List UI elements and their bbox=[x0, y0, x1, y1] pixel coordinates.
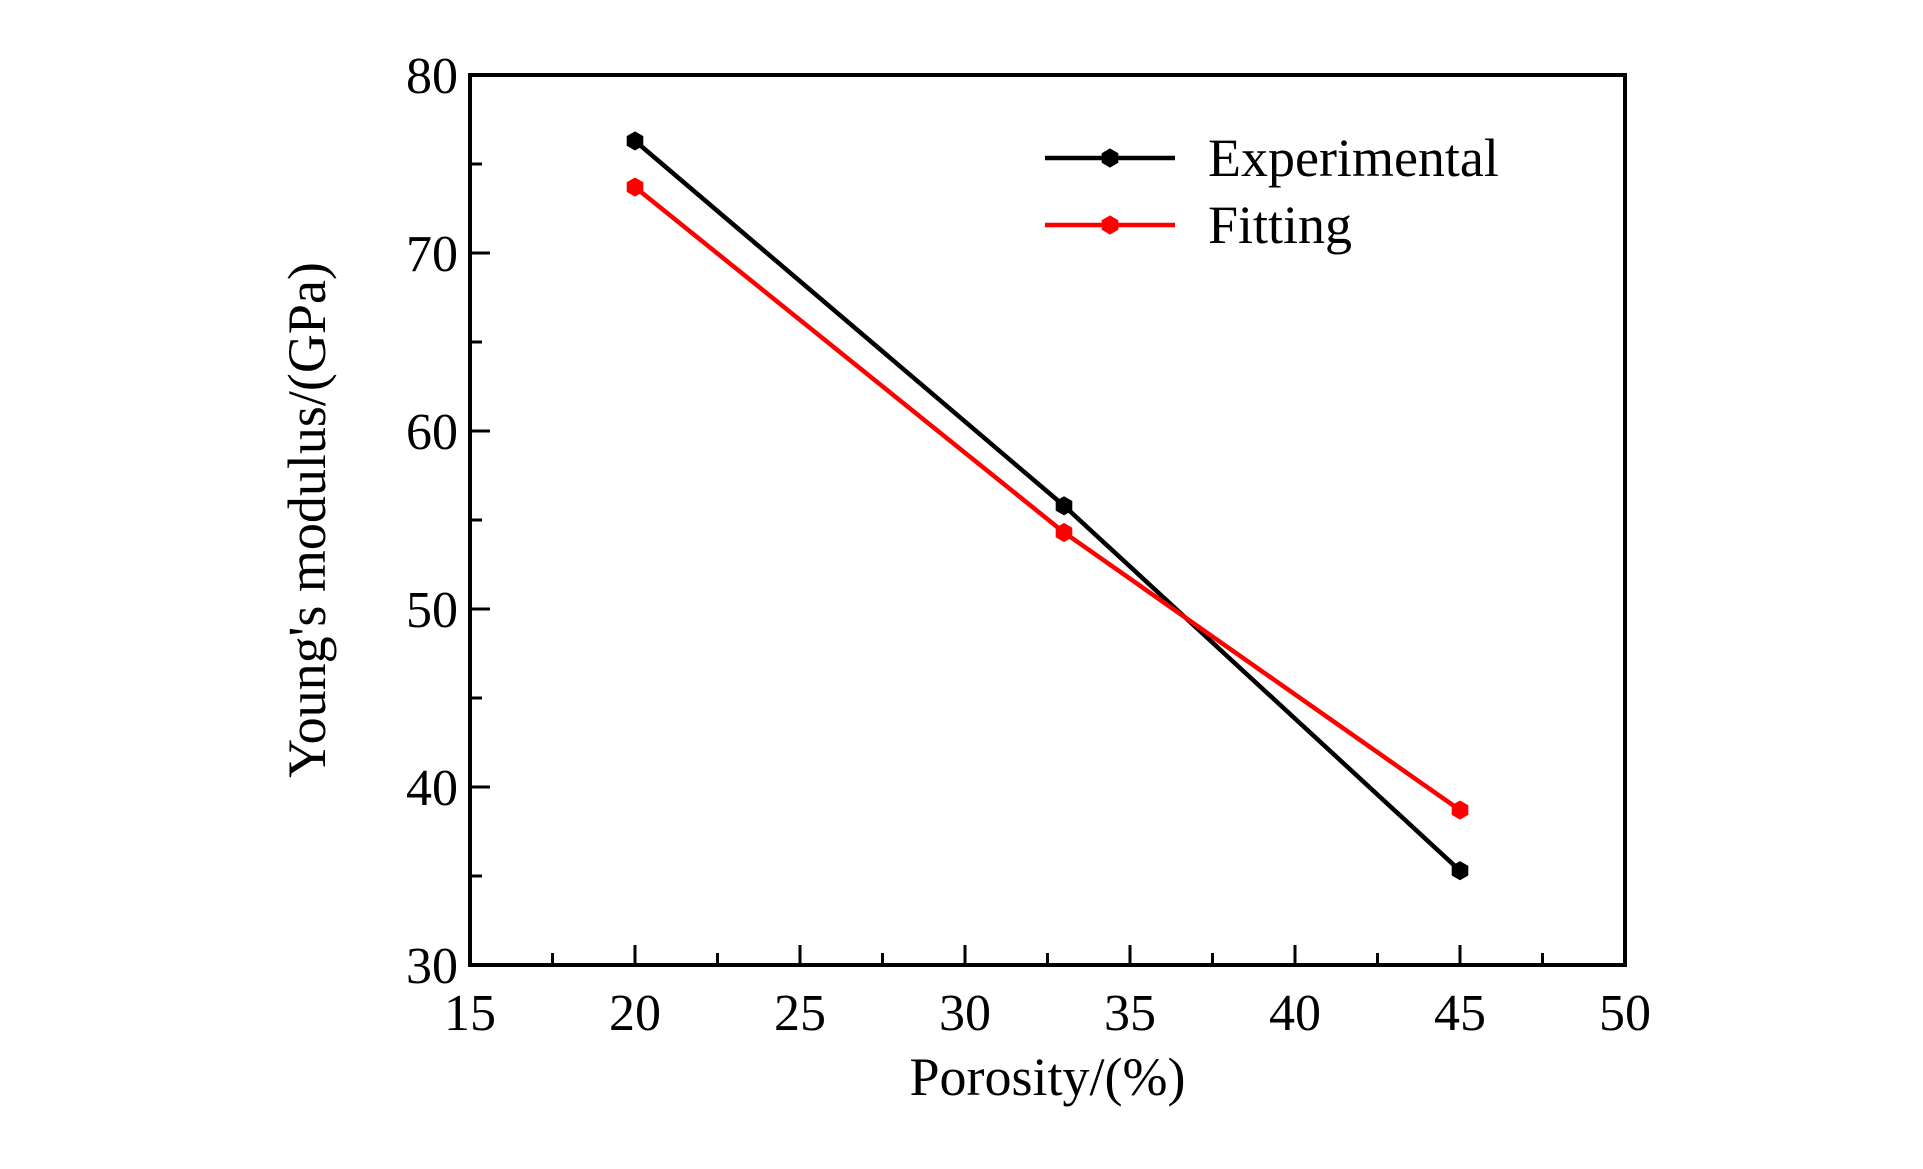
legend-entry-experimental: Experimental bbox=[1045, 128, 1499, 188]
x-tick-label: 25 bbox=[774, 985, 826, 1042]
series-line-fitting bbox=[633, 185, 1462, 812]
legend: Experimental Fitting bbox=[1045, 128, 1499, 255]
data-point-experimental bbox=[626, 131, 644, 151]
legend-label: Fitting bbox=[1208, 195, 1352, 255]
x-tick-label: 45 bbox=[1434, 985, 1486, 1042]
series-fitting bbox=[626, 177, 1469, 820]
y-axis-title: Young's modulus/(GPa) bbox=[277, 262, 337, 778]
y-tick-label: 30 bbox=[406, 938, 458, 995]
data-point-fitting bbox=[1055, 522, 1073, 543]
legend-label: Experimental bbox=[1208, 128, 1499, 188]
series-experimental bbox=[626, 131, 1469, 881]
x-tick-label: 15 bbox=[444, 985, 496, 1042]
legend-marker bbox=[1101, 148, 1119, 168]
x-tick-label: 35 bbox=[1104, 985, 1156, 1042]
x-tick-label: 50 bbox=[1599, 985, 1651, 1042]
y-tick-label: 70 bbox=[406, 226, 458, 283]
data-point-fitting bbox=[1451, 800, 1469, 820]
axes: 15 20 25 30 35 40 45 50 30 40 50 60 70 80 Porosity/(%)… bbox=[277, 48, 1651, 1107]
data-point-experimental bbox=[1055, 496, 1073, 516]
x-tick-label: 20 bbox=[609, 985, 661, 1042]
y-tick-label: 60 bbox=[406, 404, 458, 461]
x-tick-label: 40 bbox=[1269, 985, 1321, 1042]
x-axis-title: Porosity/(%) bbox=[910, 1047, 1186, 1107]
legend-marker bbox=[1101, 215, 1119, 235]
data-point-experimental bbox=[1451, 861, 1469, 881]
x-tick-label: 30 bbox=[939, 985, 991, 1042]
y-tick-label: 40 bbox=[406, 760, 458, 817]
series-group bbox=[626, 131, 1469, 881]
y-tick-label: 80 bbox=[406, 48, 458, 105]
legend-entry-fitting: Fitting bbox=[1045, 195, 1352, 255]
y-tick-label: 50 bbox=[406, 582, 458, 639]
data-point-fitting bbox=[626, 177, 644, 197]
